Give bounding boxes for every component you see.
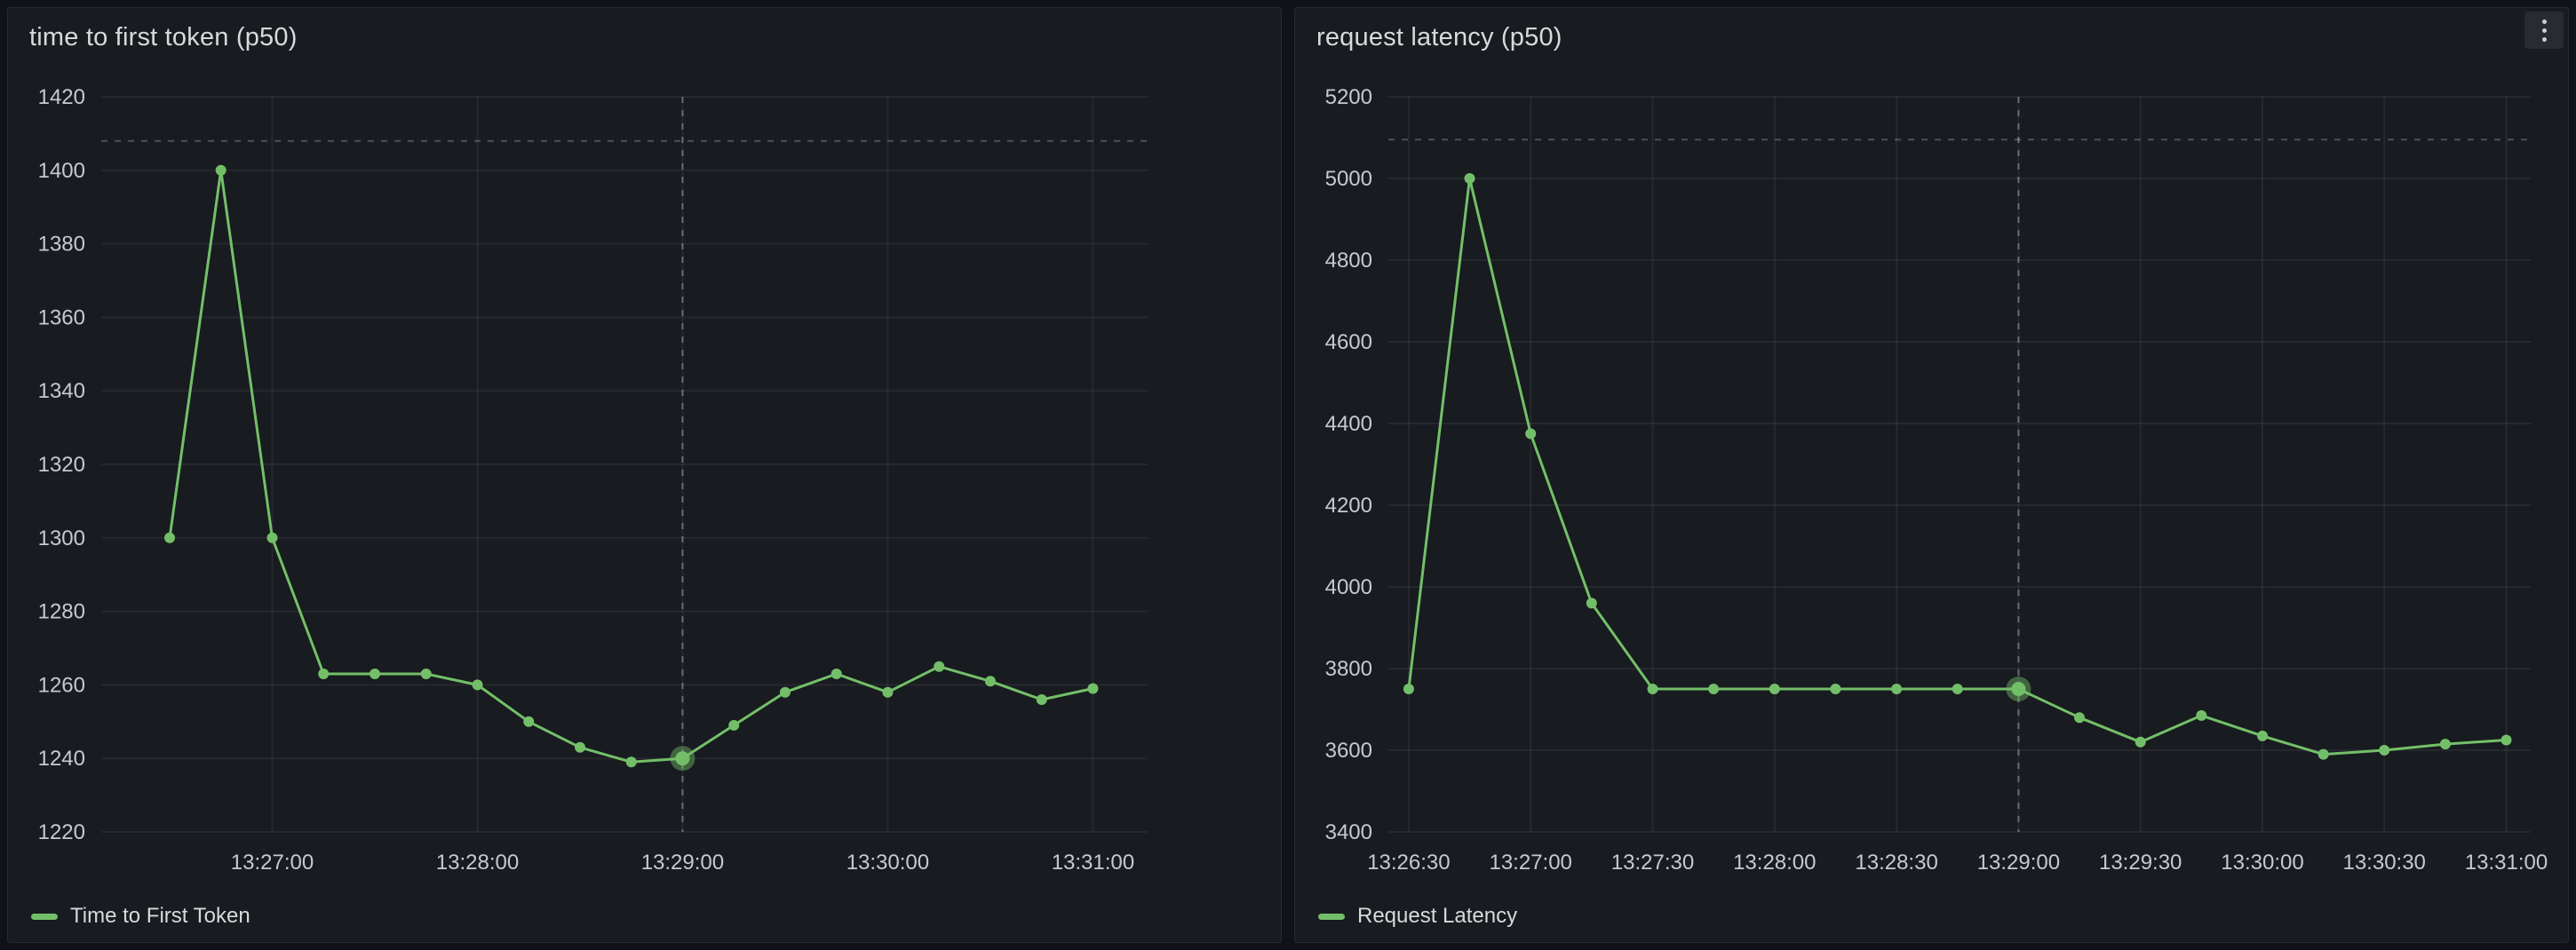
svg-text:13:27:30: 13:27:30 [1611,851,1694,875]
svg-text:13:26:30: 13:26:30 [1367,851,1450,875]
svg-text:1420: 1420 [38,85,85,109]
svg-text:13:29:00: 13:29:00 [641,851,724,875]
panel-header: request latency (p50) [1295,8,2568,58]
svg-text:1360: 1360 [38,305,85,329]
svg-text:1400: 1400 [38,159,85,183]
series-color-swatch [1318,913,1345,920]
svg-text:4400: 4400 [1325,412,1372,436]
svg-text:13:31:00: 13:31:00 [1052,851,1134,875]
panel-title-latency[interactable]: request latency (p50) [1316,22,1562,51]
legend-label-ttft: Time to First Token [70,904,250,928]
svg-text:3800: 3800 [1325,657,1372,681]
svg-text:1280: 1280 [38,600,85,624]
kebab-menu-icon [2541,19,2547,42]
svg-text:5000: 5000 [1325,167,1372,191]
legend-row: Time to First Token [8,901,1281,942]
legend-row: Request Latency [1295,901,2568,942]
panel-request-latency: request latency (p50) 3400 3600 3800 4000 42… [1294,7,2569,943]
legend-item-time-to-first-token[interactable]: Time to First Token [31,904,250,929]
svg-text:13:29:30: 13:29:30 [2099,851,2182,875]
svg-text:13:30:30: 13:30:30 [2342,851,2425,875]
svg-text:13:28:30: 13:28:30 [1855,851,1937,875]
svg-text:13:30:00: 13:30:00 [847,851,929,875]
svg-text:13:27:00: 13:27:00 [231,851,314,875]
svg-text:3400: 3400 [1325,820,1372,844]
svg-text:1380: 1380 [38,233,85,257]
series-color-swatch [31,913,58,920]
legend-label-latency: Request Latency [1357,904,1518,928]
svg-text:13:31:00: 13:31:00 [2465,851,2548,875]
panel-time-to-first-token: time to first token (p50) 1220 1240 1260 12… [7,7,1282,943]
svg-text:13:29:00: 13:29:00 [1977,851,2060,875]
ttft-line-chart[interactable]: 1220 1240 1260 1280 1300 1320 1340 1360 1380 1400… [8,58,1281,901]
latency-line-chart[interactable]: 3400 3600 3800 4000 4200 4400 4600 4800 5000 5200… [1295,58,2568,901]
svg-text:3600: 3600 [1325,739,1372,763]
svg-text:1240: 1240 [38,747,85,771]
svg-text:1340: 1340 [38,379,85,403]
svg-text:13:28:00: 13:28:00 [1733,851,1816,875]
panel-menu-button[interactable] [2524,12,2564,49]
svg-text:1220: 1220 [38,820,85,844]
legend-item-request-latency[interactable]: Request Latency [1318,904,1517,929]
svg-text:1320: 1320 [38,453,85,477]
svg-text:4800: 4800 [1325,249,1372,273]
svg-text:1300: 1300 [38,526,85,550]
svg-text:4000: 4000 [1325,575,1372,599]
svg-text:4200: 4200 [1325,494,1372,518]
svg-text:13:27:00: 13:27:00 [1489,851,1571,875]
svg-text:13:28:00: 13:28:00 [436,851,519,875]
svg-text:1260: 1260 [38,673,85,697]
svg-text:13:30:00: 13:30:00 [2221,851,2303,875]
panel-header: time to first token (p50) [8,8,1281,58]
svg-text:5200: 5200 [1325,85,1372,109]
panel-title-ttft[interactable]: time to first token (p50) [29,22,298,51]
svg-text:4600: 4600 [1325,330,1372,354]
